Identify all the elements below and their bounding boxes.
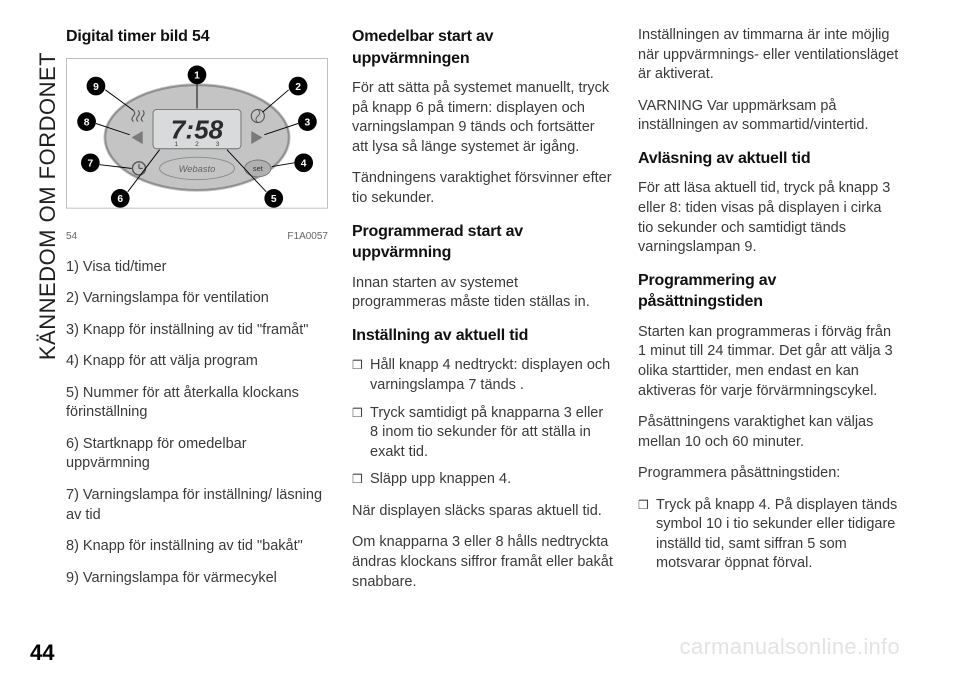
bullet-item: Tryck på knapp 4. På displayen tänds sym…	[638, 496, 900, 574]
brand-label: Webasto	[179, 164, 216, 174]
bullet-list: Tryck på knapp 4. På displayen tänds sym…	[638, 496, 900, 574]
body-text: Om knapparna 3 eller 8 hålls nedtryckta …	[352, 533, 614, 592]
column-3: Inställningen av timmarna är inte möjlig…	[638, 26, 900, 686]
legend-item: 1) Visa tid/timer	[66, 258, 328, 278]
legend-item: 3) Knapp för inställning av tid "framåt"	[66, 321, 328, 341]
col3-heading-2: Programmering av påsättningstiden	[638, 270, 900, 313]
figure-id-left: 54	[66, 230, 77, 244]
svg-text:6: 6	[117, 194, 123, 205]
col3-heading-1: Avläsning av aktuell tid	[638, 148, 900, 170]
svg-text:7: 7	[87, 158, 93, 169]
section-label: KÄNNEDOM OM FORDONET	[30, 26, 66, 386]
legend-item: 6) Startknapp för omedelbar uppvärmning	[66, 435, 328, 474]
legend-item: 5) Nummer för att återkalla klockans för…	[66, 384, 328, 423]
display-time: 7:58	[171, 114, 224, 144]
bullet-item: Släpp upp knappen 4.	[352, 470, 614, 490]
column-2: Omedelbar start av uppvärmningen För att…	[352, 26, 614, 686]
timer-diagram: 7:58 1 2 3 Webasto	[66, 58, 328, 226]
set-button: set	[245, 160, 271, 177]
legend-item: 2) Varningslampa för ventilation	[66, 289, 328, 309]
bullet-item: Tryck samtidigt på knapparna 3 eller 8 i…	[352, 404, 614, 463]
col1-heading-1: Digital timer bild 54	[66, 26, 328, 48]
day-3: 3	[216, 141, 220, 148]
columns: Digital timer bild 54 7:58 1 2	[66, 26, 900, 686]
body-text: Tändningens varaktighet försvinner efter…	[352, 169, 614, 208]
body-text: Starten kan programmeras i förväg från 1…	[638, 323, 900, 401]
section-label-text: KÄNNEDOM OM FORDONET	[35, 52, 61, 360]
legend-item: 4) Knapp för att välja program	[66, 352, 328, 372]
body-text: Innan starten av systemet programmeras m…	[352, 274, 614, 313]
page: KÄNNEDOM OM FORDONET Digital timer bild …	[0, 0, 960, 686]
col2-heading-2: Programmerad start av uppvärmning	[352, 221, 614, 264]
svg-text:5: 5	[271, 194, 277, 205]
svg-text:3: 3	[305, 117, 311, 128]
body-text: Inställningen av timmarna är inte möjlig…	[638, 26, 900, 85]
bullet-item: Håll knapp 4 nedtryckt: displayen och va…	[352, 356, 614, 395]
svg-text:1: 1	[194, 70, 200, 81]
set-label: set	[253, 164, 264, 173]
column-1: Digital timer bild 54 7:58 1 2	[66, 26, 328, 686]
svg-text:9: 9	[93, 81, 99, 92]
legend-item: 7) Varningslampa för inställning/ läsnin…	[66, 486, 328, 525]
timer-display: 7:58 1 2 3	[153, 109, 241, 148]
page-number: 44	[30, 640, 54, 666]
body-text: För att sätta på systemet manuellt, tryc…	[352, 79, 614, 157]
svg-text:8: 8	[84, 117, 90, 128]
left-margin: KÄNNEDOM OM FORDONET	[30, 26, 66, 686]
watermark: carmanualsonline.info	[680, 634, 900, 660]
col2-heading-3: Inställning av aktuell tid	[352, 325, 614, 347]
legend-item: 8) Knapp för inställning av tid "bakåt"	[66, 537, 328, 557]
body-text: För att läsa aktuell tid, tryck på knapp…	[638, 179, 900, 257]
body-text: Påsättningens varaktighet kan väljas mel…	[638, 413, 900, 452]
body-text: Programmera påsättningstiden:	[638, 464, 900, 484]
legend-item: 9) Varningslampa för värmecykel	[66, 569, 328, 589]
col2-heading-1: Omedelbar start av uppvärmningen	[352, 26, 614, 69]
figure-caption: 54 F1A0057	[66, 230, 328, 244]
timer-figure: 7:58 1 2 3 Webasto	[66, 58, 328, 244]
day-1: 1	[175, 141, 179, 148]
body-text: När displayen släcks sparas aktuell tid.	[352, 502, 614, 522]
svg-text:2: 2	[295, 81, 301, 92]
bullet-list: Håll knapp 4 nedtryckt: displayen och va…	[352, 356, 614, 489]
figure-id-right: F1A0057	[287, 230, 328, 244]
day-2: 2	[195, 141, 199, 148]
svg-text:4: 4	[301, 158, 307, 169]
body-text: VARNING Var uppmärksam på inställningen …	[638, 97, 900, 136]
